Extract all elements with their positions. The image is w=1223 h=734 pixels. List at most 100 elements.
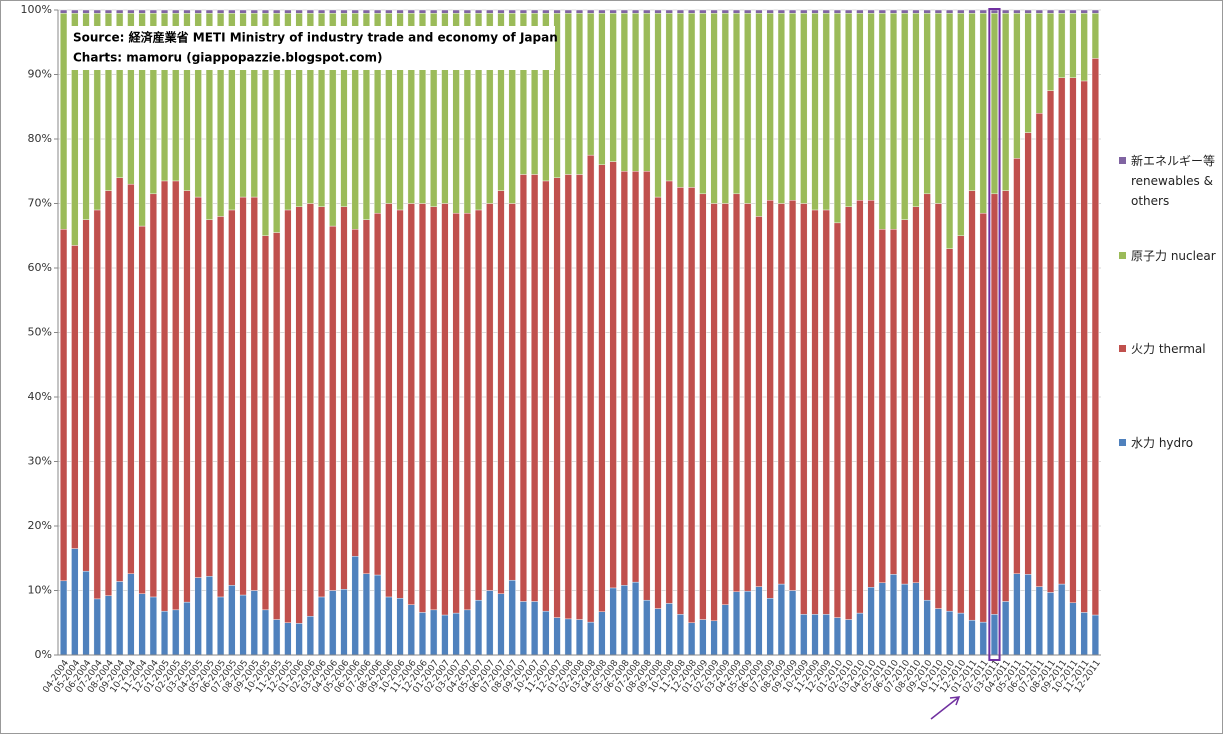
bar-segment (946, 13, 954, 249)
bar-segment (1002, 9, 1010, 14)
bar-segment (475, 599, 483, 656)
bar-segment (901, 13, 909, 220)
bar-segment (542, 180, 550, 612)
bar-segment (71, 9, 79, 14)
bar-segment (250, 590, 258, 656)
bar-segment (60, 229, 68, 582)
bar-segment (676, 9, 685, 14)
bar-segment (777, 13, 785, 204)
bar-segment (889, 229, 898, 575)
bar-segment (172, 609, 180, 656)
bar-segment (1024, 13, 1032, 133)
bar-segment (418, 9, 427, 14)
bar-segment (418, 612, 427, 656)
bar-segment (833, 222, 842, 618)
arrow-head (949, 696, 961, 706)
bar-segment (149, 193, 157, 598)
bar-segment (351, 556, 359, 656)
bar-segment (643, 171, 651, 601)
bar-segment (1058, 583, 1066, 656)
bar-segment (564, 9, 572, 14)
bar-segment (946, 248, 954, 612)
bar-segment (676, 13, 685, 188)
bar-segment (295, 9, 303, 14)
bar-segment (587, 9, 595, 14)
bar-segment (1080, 612, 1088, 656)
bar-segment (912, 582, 920, 656)
bar-segment (475, 209, 483, 601)
bar-segment (385, 9, 393, 14)
y-tick-label: 40% (28, 390, 52, 403)
bar-segment (721, 9, 729, 14)
bar-segment (1091, 58, 1099, 616)
bar-segment (93, 9, 101, 14)
bar-segment (587, 13, 595, 156)
bar-segment (60, 9, 68, 14)
bar-segment (239, 594, 247, 656)
bar-segment (1035, 586, 1043, 656)
bar-segment (1091, 9, 1099, 14)
bar-segment (957, 9, 965, 14)
bar-segment (800, 203, 808, 615)
bar-segment (990, 614, 999, 656)
bar-segment (239, 196, 247, 596)
bar-segment (923, 13, 931, 195)
legend-item: 原子力 nuclear (1117, 246, 1217, 266)
y-tick-label: 30% (28, 455, 52, 468)
bar-segment (957, 13, 965, 236)
bar-segment (732, 193, 741, 592)
bar-segment (587, 154, 595, 623)
bar-segment (968, 619, 976, 656)
bar-segment (430, 206, 438, 611)
bar-segment (643, 13, 651, 172)
bar-segment (946, 9, 954, 14)
bar-segment (1080, 9, 1088, 14)
bar-segment (1024, 574, 1032, 656)
legend-item: 新エネルギー等 renewables & others (1117, 151, 1217, 211)
bar-segment (688, 13, 696, 188)
bar-segment (183, 9, 191, 14)
bar-segment (160, 610, 169, 656)
bar-segment (194, 9, 202, 14)
bar-segment (116, 581, 124, 656)
bar-segment (374, 574, 382, 656)
bar-segment (486, 590, 494, 656)
bar-segment (643, 9, 651, 14)
legend-item: 水力 hydro (1117, 433, 1217, 453)
bar-segment (744, 9, 752, 14)
bar-segment (833, 617, 842, 656)
bar-segment (800, 9, 808, 14)
bar-segment (800, 13, 808, 204)
bar-segment (396, 209, 404, 599)
bar-segment (789, 590, 797, 656)
bar-segment (811, 614, 819, 656)
bar-segment (912, 9, 920, 14)
bar-segment (519, 174, 527, 602)
bar-segment (205, 219, 213, 577)
bar-segment (261, 609, 270, 656)
bar-segment (867, 9, 875, 14)
bar-segment (822, 209, 830, 615)
bar-segment (575, 13, 584, 175)
bar-segment (385, 203, 393, 598)
bar-segment (968, 190, 976, 621)
bar-segment (699, 9, 707, 14)
bar-segment (845, 13, 853, 207)
legend-label: 新エネルギー等 renewables & others (1131, 154, 1216, 208)
bar-segment (968, 13, 976, 191)
bar-segment (497, 190, 505, 594)
bar-segment (205, 9, 213, 14)
bar-segment (856, 200, 864, 614)
bar-segment (172, 180, 180, 611)
bar-segment (755, 216, 763, 587)
bar-segment (497, 9, 505, 14)
bar-segment (116, 177, 124, 582)
bar-segment (463, 9, 471, 14)
bar-segment (632, 581, 640, 656)
bar-segment (789, 9, 797, 14)
bar-segment (575, 174, 584, 620)
bar-segment (777, 9, 785, 14)
bar-segment (845, 206, 853, 620)
